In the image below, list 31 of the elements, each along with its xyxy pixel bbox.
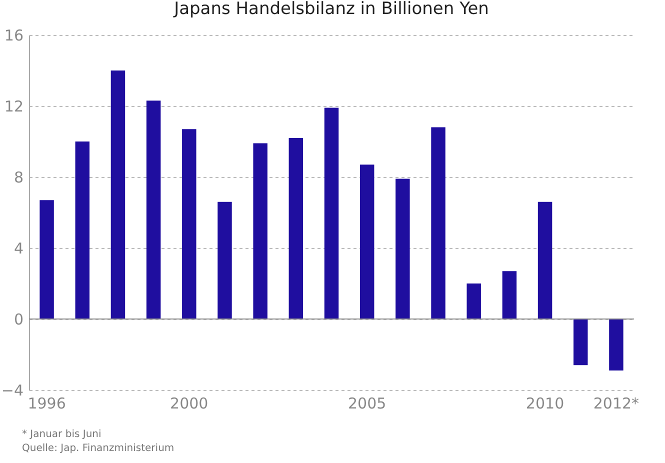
bar (182, 129, 196, 319)
bar (75, 142, 90, 319)
bar (324, 108, 339, 319)
x-tick-label: 1996 (28, 394, 66, 412)
y-tick-label: 8 (14, 168, 24, 186)
bar (466, 284, 481, 319)
x-tick-label: 2005 (348, 394, 386, 412)
chart-title: Japans Handelsbilanz in Billionen Yen (173, 0, 489, 19)
bar (431, 127, 446, 319)
bar (360, 164, 374, 319)
bar (146, 100, 161, 319)
y-tick-label: 12 (4, 98, 24, 116)
bar (110, 70, 126, 319)
bar (40, 200, 54, 319)
x-tick-label: 2010 (526, 394, 564, 412)
source-note: Quelle: Jap. Finanzministerium (22, 442, 174, 456)
bar (609, 319, 624, 370)
y-tick-label: 0 (14, 310, 24, 328)
bar (218, 202, 232, 319)
y-tick-label: −4 (1, 382, 24, 400)
bar (253, 143, 268, 319)
y-tick-label: 4 (14, 240, 24, 258)
bar (288, 138, 304, 319)
text: * Januar bis Juni (22, 428, 102, 442)
bar (538, 202, 552, 319)
y-tick-label: 16 (4, 26, 24, 44)
bar (574, 319, 588, 366)
x-tick-label: 2012* (593, 394, 640, 412)
x-tick-label: 2000 (170, 394, 208, 412)
bar (502, 271, 517, 319)
bar (396, 178, 410, 319)
